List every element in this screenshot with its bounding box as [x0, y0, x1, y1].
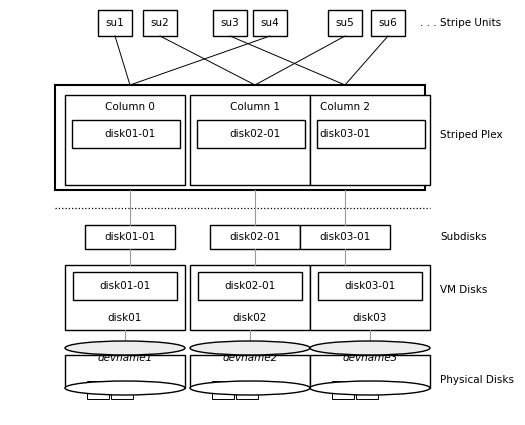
Text: su5: su5: [335, 18, 354, 28]
Text: su3: su3: [220, 18, 239, 28]
Bar: [190, 95, 310, 185]
Bar: [65, 265, 185, 330]
Text: su6: su6: [379, 18, 397, 28]
Bar: [73, 272, 177, 300]
Bar: [143, 10, 177, 36]
Bar: [87, 381, 109, 399]
Text: Stripe Units: Stripe Units: [440, 18, 501, 28]
Text: su1: su1: [106, 18, 124, 28]
Bar: [85, 225, 175, 249]
Text: su2: su2: [215, 385, 231, 394]
Text: disk03-01: disk03-01: [344, 281, 396, 291]
Text: disk02: disk02: [233, 313, 267, 323]
Text: Subdisks: Subdisks: [440, 232, 487, 242]
Text: disk02-01: disk02-01: [229, 129, 281, 139]
Bar: [190, 265, 310, 330]
Bar: [98, 10, 132, 36]
Bar: [236, 381, 258, 399]
Bar: [371, 10, 405, 36]
Text: disk03-01: disk03-01: [319, 232, 371, 242]
Bar: [300, 225, 390, 249]
Text: disk02-01: disk02-01: [224, 281, 276, 291]
Text: su6: su6: [359, 385, 375, 394]
Text: Column 1: Column 1: [230, 102, 280, 112]
Bar: [332, 381, 354, 399]
Text: devname1: devname1: [97, 353, 153, 363]
Ellipse shape: [65, 341, 185, 355]
Bar: [210, 225, 300, 249]
Bar: [310, 265, 430, 330]
Ellipse shape: [310, 381, 430, 395]
Bar: [72, 120, 180, 148]
Bar: [55, 85, 425, 190]
Ellipse shape: [65, 381, 185, 395]
Text: devname3: devname3: [342, 353, 397, 363]
Text: disk01-01: disk01-01: [104, 129, 155, 139]
Bar: [212, 381, 234, 399]
Bar: [65, 355, 185, 388]
Bar: [253, 10, 287, 36]
Bar: [190, 355, 310, 388]
Text: disk03: disk03: [353, 313, 387, 323]
Bar: [310, 95, 430, 185]
Bar: [310, 355, 430, 388]
Text: disk02-01: disk02-01: [229, 232, 281, 242]
Text: . . .: . . .: [384, 385, 398, 394]
Bar: [213, 10, 247, 36]
Text: disk01-01: disk01-01: [99, 281, 151, 291]
Text: su5: su5: [239, 385, 255, 394]
Text: . . .: . . .: [264, 385, 278, 394]
Text: su1: su1: [90, 385, 106, 394]
Text: devname2: devname2: [223, 353, 278, 363]
Text: Striped Plex: Striped Plex: [440, 130, 502, 140]
Bar: [197, 120, 305, 148]
Text: su4: su4: [114, 385, 130, 394]
Text: VM Disks: VM Disks: [440, 285, 487, 295]
Bar: [318, 272, 422, 300]
Bar: [328, 10, 362, 36]
Text: . . . .: . . . .: [420, 18, 443, 28]
Bar: [198, 272, 302, 300]
Text: Column 0: Column 0: [105, 102, 155, 112]
Text: su3: su3: [335, 385, 351, 394]
Text: Column 2: Column 2: [320, 102, 370, 112]
Text: su2: su2: [151, 18, 170, 28]
Ellipse shape: [190, 341, 310, 355]
Bar: [356, 381, 378, 399]
Bar: [317, 120, 425, 148]
Text: su4: su4: [260, 18, 279, 28]
Text: Physical Disks: Physical Disks: [440, 375, 514, 385]
Text: disk01: disk01: [108, 313, 142, 323]
Text: . . .: . . .: [139, 385, 153, 394]
Ellipse shape: [310, 341, 430, 355]
Text: disk01-01: disk01-01: [104, 232, 155, 242]
Text: disk03-01: disk03-01: [319, 129, 371, 139]
Ellipse shape: [190, 381, 310, 395]
Bar: [111, 381, 133, 399]
Bar: [65, 95, 185, 185]
